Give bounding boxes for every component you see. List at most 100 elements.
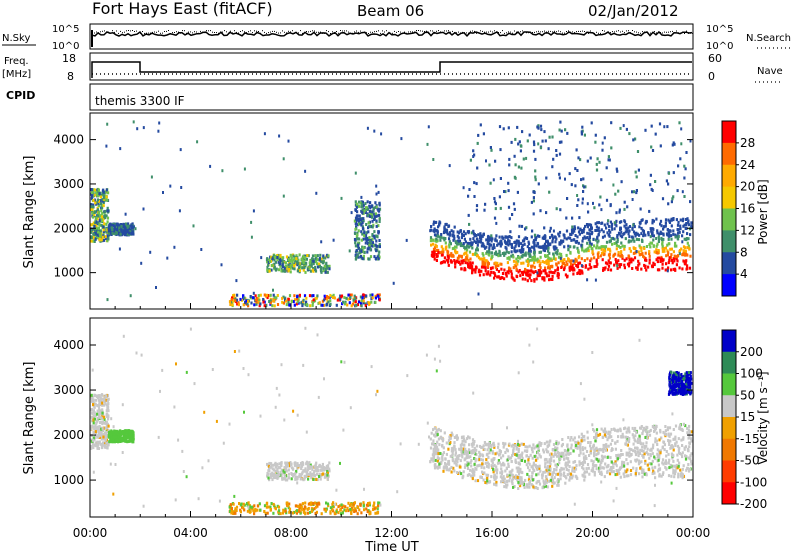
range-gate-cell (362, 217, 365, 221)
range-gate-cell (325, 302, 329, 306)
range-gate-cell (686, 426, 689, 430)
range-gate-cell (672, 217, 675, 220)
range-gate-cell (329, 299, 332, 303)
range-gate-cell (681, 240, 684, 244)
range-gate-cell (644, 128, 647, 132)
range-gate-cell (377, 244, 380, 248)
range-gate-cell (326, 477, 329, 481)
range-gate-cell (304, 512, 307, 516)
range-gate-cell (627, 264, 631, 268)
range-gate-cell (97, 427, 100, 431)
range-gate-cell (484, 262, 487, 266)
range-gate-cell (504, 235, 508, 239)
nsearch-point (186, 32, 187, 34)
range-gate-cell (341, 506, 344, 509)
range-gate-cell (603, 234, 606, 238)
range-gate-cell (620, 220, 623, 224)
range-gate-cell (104, 426, 108, 430)
range-gate-cell (649, 428, 652, 432)
range-gate-cell (180, 186, 183, 189)
nsearch-point (338, 32, 339, 34)
range-gate-cell (576, 265, 579, 269)
range-gate-cell (472, 268, 475, 272)
range-gate-cell (577, 226, 580, 230)
nsearch-point (400, 31, 401, 33)
range-gate-cell (662, 258, 665, 262)
range-gate-cell (620, 241, 623, 245)
range-gate-cell (353, 219, 356, 223)
range-gate-cell (501, 235, 504, 239)
range-gate-cell (316, 265, 320, 269)
range-gate-cell (307, 472, 310, 476)
range-gate-cell (495, 465, 498, 469)
range-gate-cell (620, 453, 623, 456)
range-gate-cell (367, 226, 370, 230)
nsearch-point (610, 32, 611, 34)
range-gate-cell (614, 252, 617, 256)
nsearch-point (660, 32, 661, 33)
range-gate-cell (307, 254, 310, 258)
range-gate-cell (677, 475, 680, 479)
range-gate-cell (273, 474, 276, 478)
range-gate-cell (286, 501, 289, 505)
range-gate-cell (581, 465, 584, 469)
range-gate-cell (103, 421, 106, 425)
range-gate-cell (648, 258, 651, 262)
range-gate-cell (130, 434, 133, 437)
range-gate-cell (506, 270, 509, 274)
range-gate-cell (569, 438, 572, 442)
range-gate-cell (302, 261, 305, 265)
range-gate-cell (552, 459, 556, 463)
range-gate-cell (640, 232, 643, 236)
range-gate-cell (598, 203, 601, 207)
range-gate-cell (554, 240, 557, 244)
range-gate-cell (490, 251, 493, 255)
range-gate-cell (512, 485, 515, 489)
range-gate-cell (655, 244, 658, 248)
range-gate-cell (607, 268, 610, 272)
range-gate-cell (603, 136, 606, 140)
range-gate-cell (287, 468, 290, 472)
range-gate-cell (603, 267, 606, 271)
range-gate-cell (92, 436, 95, 440)
range-gate-cell (551, 271, 554, 275)
range-gate-cell (308, 472, 312, 476)
range-gate-cell (548, 229, 552, 233)
range-gate-cell (597, 221, 600, 225)
range-gate-cell (304, 467, 307, 471)
range-gate-cell (114, 440, 117, 443)
range-gate-cell (580, 132, 583, 136)
range-gate-cell (265, 303, 268, 307)
nsearch-point (182, 30, 183, 32)
range-gate-cell (266, 296, 269, 300)
range-gate-cell (498, 249, 501, 253)
range-gate-cell (582, 190, 585, 193)
range-gate-cell (633, 239, 636, 243)
range-gate-cell (617, 259, 620, 263)
range-gate-cell (475, 234, 478, 237)
range-gate-cell (99, 195, 102, 199)
range-gate-cell (583, 185, 586, 189)
range-gate-cell (429, 236, 433, 240)
range-gate-cell (640, 249, 643, 253)
nsearch-point (260, 32, 261, 34)
nsearch-point (236, 31, 237, 33)
range-gate-cell (556, 274, 559, 278)
range-gate-cell (364, 234, 368, 237)
range-gate-cell (97, 405, 101, 409)
range-gate-cell (494, 274, 497, 278)
range-gate-cell (360, 299, 364, 303)
range-gate-cell (435, 234, 438, 238)
range-gate-cell (518, 241, 521, 245)
range-gate-cell (105, 222, 108, 226)
range-gate-cell (96, 416, 99, 420)
range-gate-cell (369, 206, 372, 210)
range-gate-cell (628, 239, 631, 243)
range-gate-cell (534, 178, 537, 182)
range-gate-cell (497, 275, 500, 279)
range-gate-cell (454, 251, 457, 255)
range-gate-cell (564, 273, 567, 277)
range-gate-cell (120, 437, 123, 441)
range-gate-cell (361, 225, 364, 229)
range-gate-cell (565, 253, 568, 257)
